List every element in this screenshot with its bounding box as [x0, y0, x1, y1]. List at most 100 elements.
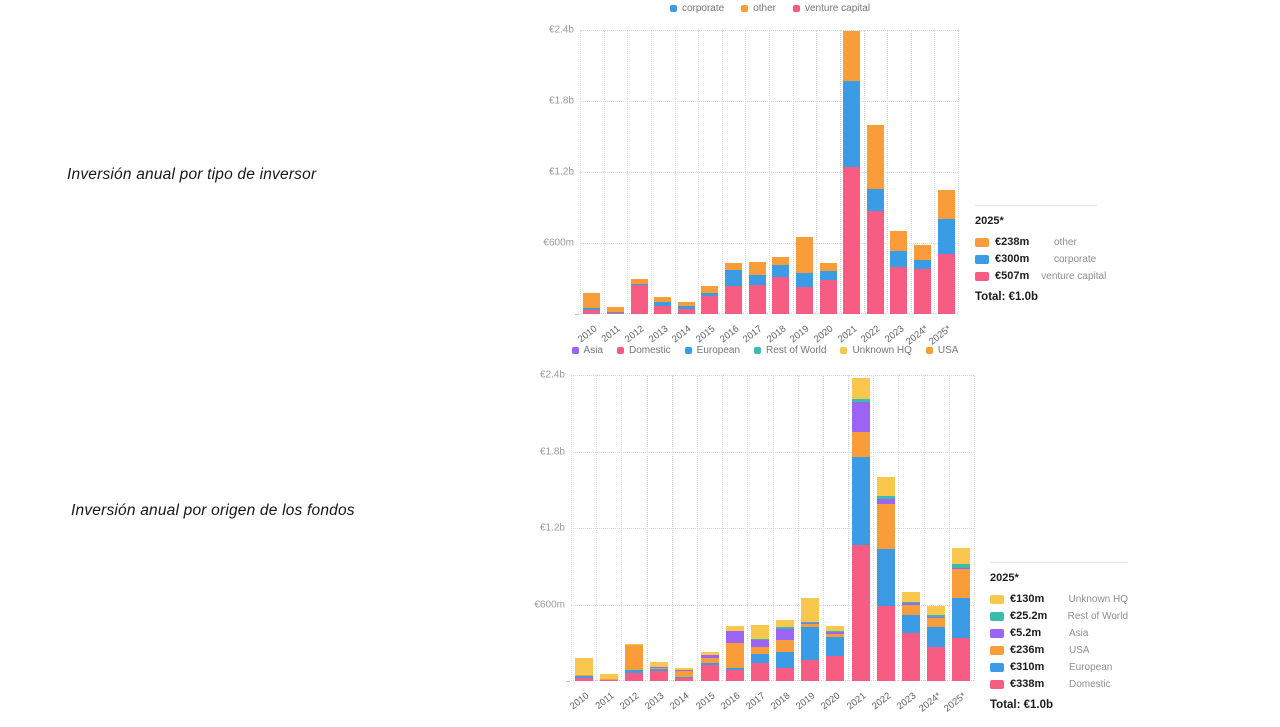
bar-segment-corporate[interactable]: [843, 81, 860, 167]
bar-segment-usa[interactable]: [852, 432, 870, 458]
bar-segment-other[interactable]: [938, 190, 955, 218]
bar-segment-corporate[interactable]: [654, 302, 671, 306]
bar-segment-unknown-hq[interactable]: [625, 644, 643, 645]
bar-segment-corporate[interactable]: [772, 265, 789, 277]
bar-segment-domestic[interactable]: [826, 656, 844, 682]
bar-segment-unknown-hq[interactable]: [852, 378, 870, 399]
bar-segment-domestic[interactable]: [726, 670, 744, 681]
bar-segment-venture-capital[interactable]: [749, 285, 766, 314]
bar-segment-rest-of-world[interactable]: [952, 564, 970, 567]
bar-segment-venture-capital[interactable]: [631, 285, 648, 314]
bar-segment-unknown-hq[interactable]: [575, 658, 593, 675]
bar-segment-european[interactable]: [650, 669, 668, 671]
bar-segment-unknown-hq[interactable]: [726, 626, 744, 631]
legend-item-asia[interactable]: Asia: [572, 345, 603, 356]
bar-segment-rest-of-world[interactable]: [902, 602, 920, 603]
bar-segment-venture-capital[interactable]: [890, 267, 907, 314]
bar-segment-domestic[interactable]: [801, 660, 819, 681]
bar-segment-asia[interactable]: [877, 499, 895, 504]
bar-segment-usa[interactable]: [801, 624, 819, 628]
bar-segment-rest-of-world[interactable]: [826, 631, 844, 632]
legend-item-rest-of-world[interactable]: Rest of World: [754, 345, 826, 356]
bar-segment-other[interactable]: [772, 257, 789, 265]
bar-segment-rest-of-world[interactable]: [751, 639, 769, 640]
bar-segment-other[interactable]: [678, 302, 695, 307]
bar-segment-rest-of-world[interactable]: [877, 496, 895, 500]
bar-segment-usa[interactable]: [952, 568, 970, 598]
bar-segment-unknown-hq[interactable]: [776, 620, 794, 627]
bar-segment-corporate[interactable]: [914, 260, 931, 269]
bar-segment-european[interactable]: [902, 615, 920, 633]
bar-segment-other[interactable]: [867, 125, 884, 189]
legend-item-corporate[interactable]: corporate: [670, 3, 724, 14]
bar-segment-other[interactable]: [820, 263, 837, 271]
bar-segment-rest-of-world[interactable]: [801, 622, 819, 623]
bar-segment-usa[interactable]: [776, 640, 794, 651]
bar-segment-venture-capital[interactable]: [867, 211, 884, 314]
bar-segment-european[interactable]: [927, 627, 945, 646]
bar-segment-asia[interactable]: [726, 631, 744, 644]
bar-segment-corporate[interactable]: [820, 271, 837, 280]
bar-segment-rest-of-world[interactable]: [927, 615, 945, 617]
bar-segment-venture-capital[interactable]: [583, 310, 600, 314]
bar-segment-corporate[interactable]: [890, 251, 907, 266]
bar-segment-european[interactable]: [776, 652, 794, 669]
bar-segment-venture-capital[interactable]: [678, 309, 695, 314]
legend-item-other[interactable]: other: [741, 3, 776, 14]
bar-segment-other[interactable]: [749, 262, 766, 275]
bar-segment-domestic[interactable]: [625, 673, 643, 681]
bar-segment-other[interactable]: [701, 286, 718, 293]
bar-segment-corporate[interactable]: [583, 308, 600, 311]
bar-segment-domestic[interactable]: [877, 606, 895, 681]
bar-segment-domestic[interactable]: [600, 680, 618, 681]
bar-segment-european[interactable]: [751, 654, 769, 663]
bar-segment-usa[interactable]: [575, 675, 593, 676]
bar-segment-other[interactable]: [607, 307, 624, 311]
bar-segment-unknown-hq[interactable]: [650, 662, 668, 667]
bar-segment-corporate[interactable]: [631, 284, 648, 285]
bar-segment-usa[interactable]: [701, 658, 719, 663]
bar-segment-rest-of-world[interactable]: [852, 399, 870, 403]
bar-segment-corporate[interactable]: [867, 189, 884, 211]
bar-segment-unknown-hq[interactable]: [801, 598, 819, 622]
bar-segment-other[interactable]: [631, 279, 648, 284]
bar-segment-asia[interactable]: [650, 667, 668, 668]
legend-item-unknown-hq[interactable]: Unknown HQ: [840, 345, 911, 356]
legend-item-european[interactable]: European: [685, 345, 740, 356]
bar-segment-usa[interactable]: [726, 643, 744, 667]
bar-segment-european[interactable]: [701, 663, 719, 665]
bar-segment-asia[interactable]: [852, 402, 870, 431]
bar-segment-venture-capital[interactable]: [725, 286, 742, 314]
bar-segment-domestic[interactable]: [701, 665, 719, 681]
bar-segment-asia[interactable]: [801, 622, 819, 623]
bar-segment-european[interactable]: [575, 675, 593, 678]
bar-segment-european[interactable]: [826, 637, 844, 655]
bar-segment-european[interactable]: [952, 598, 970, 638]
bar-segment-corporate[interactable]: [678, 306, 695, 308]
bar-segment-unknown-hq[interactable]: [927, 606, 945, 614]
bar-segment-domestic[interactable]: [575, 678, 593, 681]
bar-segment-domestic[interactable]: [675, 677, 693, 681]
bar-segment-asia[interactable]: [751, 639, 769, 647]
bar-segment-venture-capital[interactable]: [843, 167, 860, 314]
legend-item-venture-capital[interactable]: venture capital: [793, 3, 870, 14]
bar-segment-unknown-hq[interactable]: [600, 674, 618, 680]
bar-segment-domestic[interactable]: [902, 633, 920, 681]
bar-segment-unknown-hq[interactable]: [952, 548, 970, 565]
bar-segment-venture-capital[interactable]: [654, 306, 671, 314]
bar-segment-asia[interactable]: [952, 568, 970, 569]
bar-segment-usa[interactable]: [902, 605, 920, 615]
bar-segment-other[interactable]: [725, 263, 742, 271]
bar-segment-domestic[interactable]: [852, 545, 870, 681]
bar-segment-asia[interactable]: [902, 603, 920, 604]
bar-segment-usa[interactable]: [650, 668, 668, 669]
bar-segment-domestic[interactable]: [751, 663, 769, 681]
bar-segment-domestic[interactable]: [650, 671, 668, 681]
bar-segment-other[interactable]: [890, 231, 907, 251]
bar-segment-usa[interactable]: [675, 671, 693, 677]
bar-segment-corporate[interactable]: [796, 273, 813, 287]
bar-segment-corporate[interactable]: [749, 275, 766, 285]
bar-segment-usa[interactable]: [625, 645, 643, 669]
bar-segment-corporate[interactable]: [938, 219, 955, 255]
bar-segment-venture-capital[interactable]: [772, 277, 789, 314]
